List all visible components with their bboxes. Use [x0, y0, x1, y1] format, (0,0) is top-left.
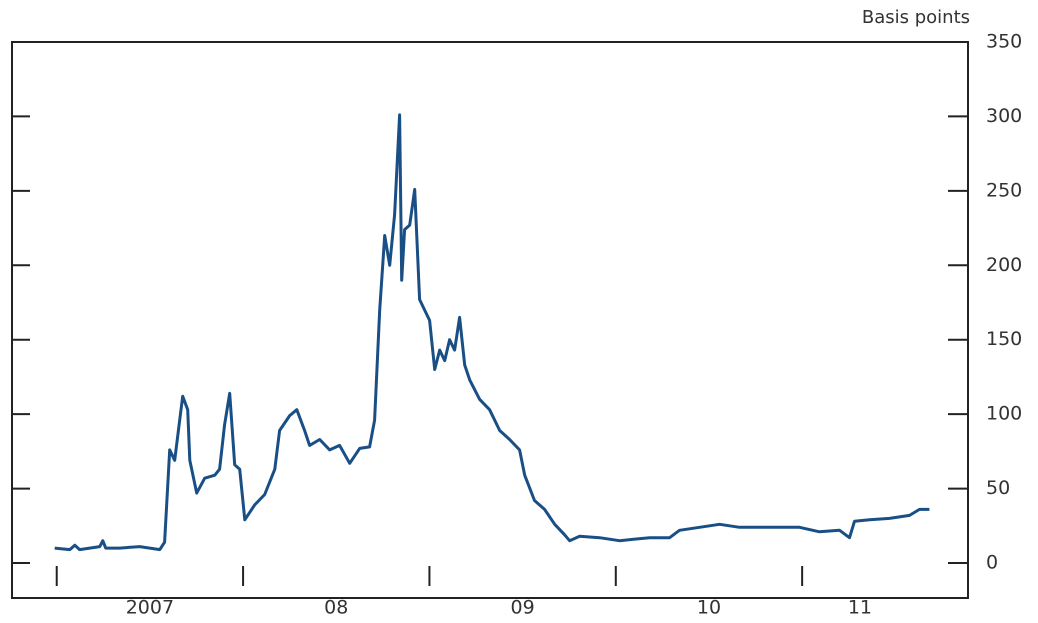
- y-tick-label: 300: [986, 105, 1022, 127]
- y-axis-label: Basis points: [862, 7, 970, 28]
- data-line: [54, 113, 930, 552]
- y-tick-label: 350: [986, 31, 1022, 53]
- y-tick-label: 150: [986, 328, 1022, 350]
- plot-frame: [11, 41, 969, 599]
- y-tick-label: 50: [986, 477, 1010, 499]
- y-tick-label: 200: [986, 254, 1022, 276]
- x-tick-label: 09: [511, 597, 535, 619]
- y-tick-label: 0: [986, 552, 998, 574]
- x-tick-label: 08: [324, 597, 348, 619]
- x-tick-label: 10: [697, 597, 721, 619]
- y-tick-label: 100: [986, 403, 1022, 425]
- x-tick-label: 11: [848, 597, 872, 619]
- x-tick-label: 2007: [126, 597, 174, 619]
- y-tick-label: 250: [986, 179, 1022, 201]
